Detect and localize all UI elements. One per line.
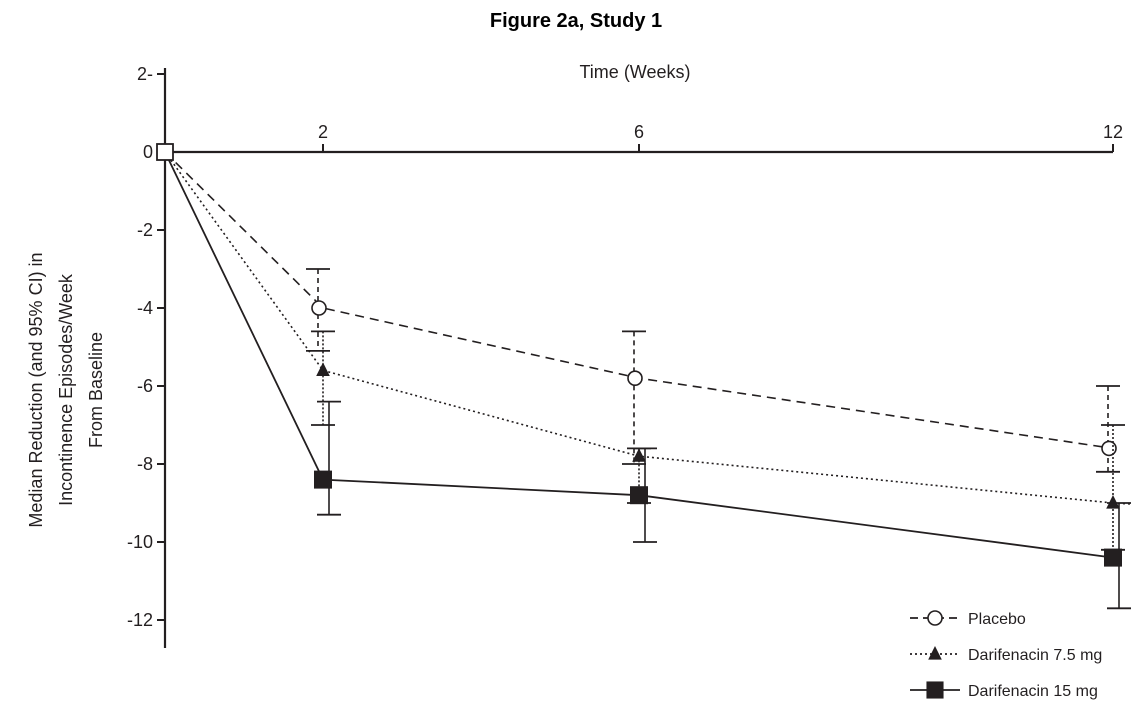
placebo-marker	[627, 370, 643, 387]
square-marker	[926, 681, 944, 699]
series-group	[156, 143, 1132, 610]
triangle-marker	[632, 448, 646, 462]
x-tick-label: 6	[634, 122, 644, 142]
y-tick-label: -6	[137, 376, 153, 396]
axes	[163, 68, 1113, 648]
series-line	[164, 151, 1114, 559]
series-line	[164, 151, 1114, 504]
legend: Placebo Darifenacin 7.5 mg Darifenacin 15 …	[910, 610, 1102, 700]
square-marker	[1104, 548, 1122, 567]
series-line	[164, 151, 1114, 450]
y-tick-label: 0	[143, 142, 153, 162]
chart-title: Figure 2a, Study 1	[490, 10, 662, 32]
y-axis-label-line: Median Reduction (and 95% CI) in	[26, 252, 46, 527]
series-2	[164, 151, 1131, 610]
square-marker	[314, 470, 332, 489]
y-axis-label-line: From Baseline	[86, 332, 106, 448]
placebo-marker	[311, 300, 327, 316]
y-tick-label: -2	[137, 220, 153, 240]
placebo-marker	[1101, 440, 1117, 457]
triangle-marker	[928, 646, 942, 660]
y-tick-label: -12	[127, 610, 153, 630]
legend-label: Darifenacin 15 mg	[968, 683, 1098, 700]
y-tick-label: -8	[137, 454, 153, 474]
x-tick-label: 12	[1103, 122, 1123, 142]
legend-label: Darifenacin 7.5 mg	[968, 647, 1102, 664]
y-ticks: 2- 0 -2 -4 -6 -8 -10 -12	[127, 64, 165, 630]
y-tick-label: -10	[127, 532, 153, 552]
x-ticks: 2 6 12	[318, 122, 1123, 152]
origin-marker	[156, 143, 174, 161]
series-0	[164, 151, 1120, 473]
triangle-marker	[1106, 495, 1120, 509]
y-axis-label: Median Reduction (and 95% CI) in Incontin…	[26, 252, 106, 527]
x-axis-label: Time (Weeks)	[579, 62, 690, 82]
y-tick-label: 2-	[137, 64, 153, 84]
y-tick-label: -4	[137, 298, 153, 318]
placebo-marker	[927, 610, 943, 626]
x-tick-label: 2	[318, 122, 328, 142]
y-axis-label-line: Incontinence Episodes/Week	[56, 273, 76, 506]
square-marker	[630, 486, 648, 505]
triangle-marker	[316, 362, 330, 376]
legend-label: Placebo	[968, 611, 1026, 628]
